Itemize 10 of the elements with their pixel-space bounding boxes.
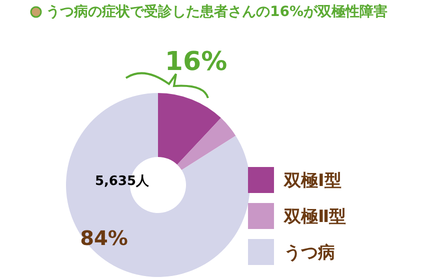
text: 5,635人 <box>94 173 150 190</box>
legend-label: 双極Ⅱ型 <box>284 206 346 228</box>
text: 84% <box>80 226 128 250</box>
donut-slice <box>66 93 250 277</box>
donut-slice <box>177 118 236 170</box>
donut-slice <box>158 93 221 165</box>
legend-label: 双極Ⅰ型 <box>284 170 342 192</box>
text: 16% <box>164 47 228 77</box>
chart-title: うつ病の症状で受診した患者さんの16%が双極性障害 <box>46 3 388 21</box>
legend-label: うつ病 <box>284 242 335 264</box>
